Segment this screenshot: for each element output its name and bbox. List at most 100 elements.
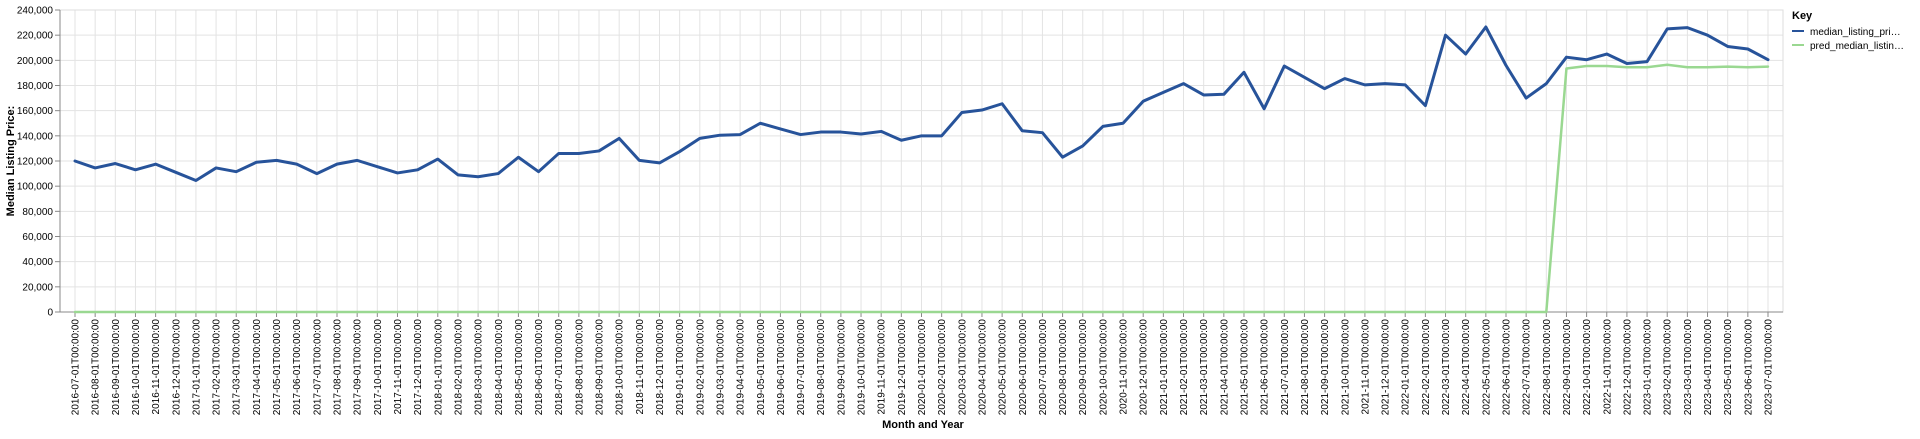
data-point-pred-median-listing <box>1324 311 1326 313</box>
data-point-median-listing-price <box>115 163 117 165</box>
data-point-median-listing-price <box>739 134 741 136</box>
x-tick-label: 2017-03-01T00:00:00 <box>232 319 243 416</box>
data-point-median-listing-price <box>1525 97 1527 99</box>
x-tick-label: 2022-02-01T00:00:00 <box>1421 319 1432 416</box>
data-point-pred-median-listing <box>437 311 439 313</box>
x-tick-label: 2021-12-01T00:00:00 <box>1381 319 1392 416</box>
data-point-pred-median-listing <box>74 311 76 313</box>
data-point-pred-median-listing <box>1223 311 1225 313</box>
data-point-median-listing-price <box>1586 59 1588 61</box>
x-tick-label: 2022-04-01T00:00:00 <box>1461 319 1472 416</box>
data-point-median-listing-price <box>377 166 379 168</box>
x-tick-label: 2016-11-01T00:00:00 <box>151 319 162 415</box>
x-tick-label: 2017-10-01T00:00:00 <box>373 319 384 416</box>
data-point-pred-median-listing <box>1666 64 1668 66</box>
data-point-pred-median-listing <box>1505 311 1507 313</box>
data-point-pred-median-listing <box>417 311 419 313</box>
data-point-pred-median-listing <box>598 311 600 313</box>
data-point-pred-median-listing <box>1747 66 1749 68</box>
data-point-pred-median-listing <box>1344 311 1346 313</box>
x-tick-label: 2021-04-01T00:00:00 <box>1219 319 1230 416</box>
data-point-pred-median-listing <box>719 311 721 313</box>
data-point-pred-median-listing <box>820 311 822 313</box>
x-tick-label: 2019-07-01T00:00:00 <box>796 319 807 416</box>
x-tick-label: 2017-09-01T00:00:00 <box>353 319 364 416</box>
x-tick-label: 2016-10-01T00:00:00 <box>131 319 142 416</box>
data-point-median-listing-price <box>1445 34 1447 36</box>
y-tick-label: 200,000 <box>17 56 54 67</box>
x-tick-label: 2017-02-01T00:00:00 <box>212 319 223 416</box>
y-tick-label: 160,000 <box>17 106 54 117</box>
x-tick-label: 2017-01-01T00:00:00 <box>191 319 202 416</box>
x-tick-label: 2023-06-01T00:00:00 <box>1743 319 1754 416</box>
x-tick-label: 2018-12-01T00:00:00 <box>655 319 666 416</box>
data-point-median-listing-price <box>800 134 802 136</box>
x-tick-label: 2021-08-01T00:00:00 <box>1300 319 1311 416</box>
data-point-median-listing-price <box>1344 78 1346 80</box>
x-tick-label: 2016-12-01T00:00:00 <box>171 319 182 416</box>
data-point-median-listing-price <box>860 133 862 135</box>
series-layer <box>73 25 1770 314</box>
x-tick-label: 2022-07-01T00:00:00 <box>1522 319 1533 416</box>
data-point-median-listing-price <box>719 134 721 136</box>
x-tick-label: 2022-09-01T00:00:00 <box>1562 319 1573 416</box>
x-tick-label: 2023-03-01T00:00:00 <box>1683 319 1694 416</box>
data-point-median-listing-price <box>195 180 197 182</box>
data-point-pred-median-listing <box>518 311 520 313</box>
x-tick-label: 2021-01-01T00:00:00 <box>1159 319 1170 416</box>
data-point-pred-median-listing <box>901 311 903 313</box>
y-tick-label: 220,000 <box>17 31 54 42</box>
x-tick-label: 2022-03-01T00:00:00 <box>1441 319 1452 416</box>
x-tick-label: 2021-11-01T00:00:00 <box>1360 319 1371 415</box>
x-tick-label: 2023-02-01T00:00:00 <box>1663 319 1674 416</box>
data-point-pred-median-listing <box>1001 311 1003 313</box>
x-tick-label: 2021-09-01T00:00:00 <box>1320 319 1331 416</box>
axis-layer: 0 20,000 40,000 60,000 80,000 100,000 120,000 1… <box>17 6 1783 416</box>
data-point-pred-median-listing <box>1425 311 1427 313</box>
x-tick-label: 2020-05-01T00:00:00 <box>998 319 1009 416</box>
data-point-pred-median-listing <box>1183 311 1185 313</box>
data-point-median-listing-price <box>175 172 177 174</box>
x-axis-title: Month and Year <box>882 419 964 431</box>
data-point-median-listing-price <box>1324 88 1326 90</box>
x-tick-label: 2020-04-01T00:00:00 <box>977 319 988 416</box>
data-point-pred-median-listing <box>115 311 117 313</box>
x-tick-label: 2020-01-01T00:00:00 <box>917 319 928 416</box>
data-point-median-listing-price <box>941 135 943 137</box>
data-point-median-listing-price <box>981 109 983 111</box>
data-point-median-listing-price <box>437 158 439 160</box>
x-tick-label: 2018-02-01T00:00:00 <box>453 319 464 416</box>
data-point-pred-median-listing <box>155 311 157 313</box>
data-point-median-listing-price <box>639 160 641 162</box>
data-point-median-listing-price <box>135 169 137 171</box>
data-point-median-listing-price <box>518 156 520 158</box>
data-point-pred-median-listing <box>316 311 318 313</box>
y-tick-label: 40,000 <box>22 257 53 268</box>
data-point-median-listing-price <box>155 163 157 165</box>
y-tick-label: 80,000 <box>22 207 53 218</box>
data-point-pred-median-listing <box>356 311 358 313</box>
x-tick-label: 2019-09-01T00:00:00 <box>836 319 847 416</box>
data-point-median-listing-price <box>1666 28 1668 30</box>
x-tick-label: 2020-06-01T00:00:00 <box>1018 319 1029 416</box>
x-tick-label: 2017-11-01T00:00:00 <box>393 319 404 415</box>
y-tick-label: 120,000 <box>17 157 54 168</box>
x-tick-label: 2017-12-01T00:00:00 <box>413 319 424 416</box>
data-point-pred-median-listing <box>1404 311 1406 313</box>
data-point-pred-median-listing <box>94 311 96 313</box>
data-point-median-listing-price <box>1727 46 1729 48</box>
data-point-pred-median-listing <box>1263 311 1265 313</box>
data-point-median-listing-price <box>1687 27 1689 29</box>
x-tick-label: 2016-07-01T00:00:00 <box>71 319 82 416</box>
data-point-pred-median-listing <box>1304 311 1306 313</box>
data-point-pred-median-listing <box>961 311 963 313</box>
data-point-pred-median-listing <box>558 311 560 313</box>
data-point-pred-median-listing <box>1021 311 1023 313</box>
x-tick-label: 2018-05-01T00:00:00 <box>514 319 525 416</box>
x-tick-label: 2021-02-01T00:00:00 <box>1179 319 1190 416</box>
data-point-pred-median-listing <box>477 311 479 313</box>
series-line-pred-median-listing <box>73 63 1770 314</box>
x-tick-label: 2020-09-01T00:00:00 <box>1078 319 1089 416</box>
data-point-median-listing-price <box>1626 63 1628 65</box>
y-tick-label: 0 <box>47 308 53 319</box>
